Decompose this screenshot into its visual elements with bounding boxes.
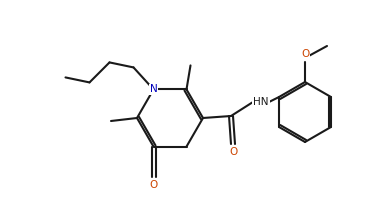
Text: HN: HN [253,97,269,107]
Text: O: O [229,147,237,157]
Text: N: N [150,84,157,94]
Text: O: O [149,180,158,190]
Text: O: O [301,49,309,59]
